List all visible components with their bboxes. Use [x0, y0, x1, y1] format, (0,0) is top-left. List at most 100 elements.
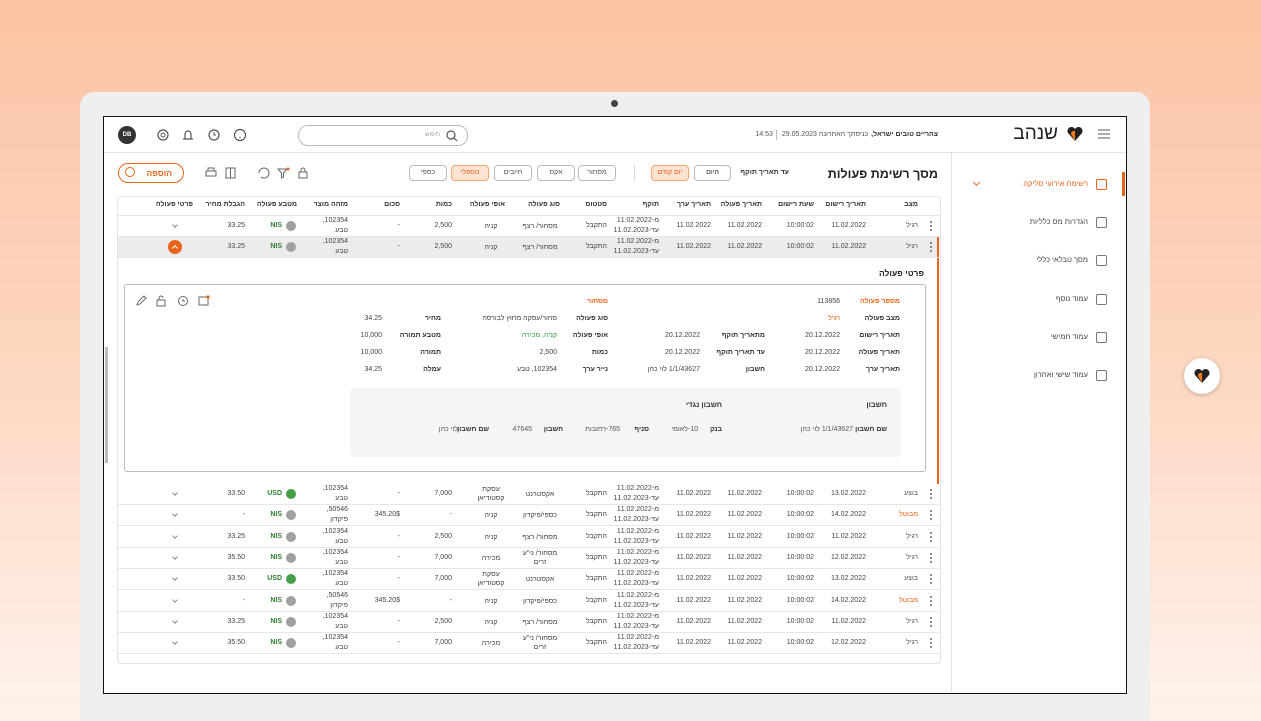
- product-id: 102354,: [322, 238, 348, 245]
- date-cell: 11.02.2022: [727, 243, 762, 250]
- date-cell: 11.02.2022: [831, 533, 866, 540]
- type-cell: מסחור/ רצף: [522, 533, 558, 541]
- account-label: סניף: [634, 426, 649, 433]
- sidebar-item[interactable]: רשימת אירועי סליקה: [1023, 179, 1088, 188]
- column-header: הגבלת מחיר: [205, 201, 245, 208]
- nature-cell: עסקת קסטודיאן: [477, 486, 505, 502]
- header-icons[interactable]: [155, 127, 250, 143]
- quantity-cell: 7,000: [434, 575, 452, 582]
- detail-value: 2,500: [539, 349, 557, 356]
- status-cell: רגיל: [906, 618, 918, 625]
- state-cell: התקבל: [585, 533, 607, 540]
- validity-from: מ-11.02.2022: [616, 528, 659, 535]
- filter-tab[interactable]: מסחור: [578, 165, 616, 181]
- collapse-button[interactable]: [168, 240, 182, 254]
- row-menu-dot[interactable]: [930, 553, 932, 555]
- filter-tab[interactable]: כספי: [409, 165, 447, 181]
- menu-icon[interactable]: [1097, 128, 1111, 140]
- row-menu-dot[interactable]: [930, 221, 932, 223]
- detail-value: 34.25: [364, 366, 382, 373]
- details-section: מסחור: [587, 298, 608, 305]
- add-button[interactable]: [118, 163, 184, 183]
- type-cell: כספי/פיקדון: [523, 597, 557, 605]
- validity-to: עד-11.02.2023: [613, 248, 659, 255]
- date-cell: 10:00:02: [786, 618, 814, 625]
- filter-tab[interactable]: חיובים: [494, 165, 532, 181]
- logo-icon: [1067, 126, 1083, 141]
- sidebar-item[interactable]: הגדרות מס כלליות: [1029, 217, 1088, 227]
- amount-cell: -: [397, 575, 400, 582]
- column-header: מזהה מוצר: [313, 201, 348, 208]
- product-id: 50546,: [326, 592, 348, 599]
- validity-to: עד-11.02.2023: [613, 495, 659, 502]
- quantity-cell: 7,000: [434, 490, 452, 497]
- time-separator: [775, 130, 777, 140]
- product-name: טבע: [335, 559, 348, 566]
- row-menu-dot: [930, 625, 932, 627]
- state-cell: התקבל: [585, 243, 607, 250]
- row-menu-dot: [930, 250, 932, 252]
- column-header: שעת רישום: [778, 201, 814, 208]
- column-header: סכום: [384, 201, 400, 208]
- search-box[interactable]: [298, 125, 468, 146]
- quantity-cell: 2,500: [434, 533, 452, 540]
- sidebar-item[interactable]: עמוד חמישי: [1050, 331, 1088, 341]
- row-menu-dot[interactable]: [930, 489, 932, 491]
- date-button[interactable]: היום: [694, 165, 731, 181]
- sidebar-item[interactable]: עמוד שישי ואחרון: [1033, 370, 1088, 379]
- validity-from: מ-11.02.2022: [616, 613, 659, 620]
- row-divider: [118, 547, 939, 548]
- sidebar-item[interactable]: מסך טבלאי כללי: [1036, 255, 1088, 265]
- row-menu-dot[interactable]: [930, 242, 932, 244]
- state-cell: התקבל: [585, 639, 607, 646]
- date-cell: 10:00:02: [786, 490, 814, 497]
- date-cell: 11.02.2022: [727, 618, 762, 625]
- date-cell: 13.02.2022: [830, 490, 866, 497]
- row-divider: [118, 568, 939, 569]
- column-header: מצב: [904, 201, 918, 208]
- toolbar-icons[interactable]: [204, 166, 312, 180]
- detail-label: נייר ערך: [582, 366, 608, 373]
- row-menu-dot[interactable]: [930, 638, 932, 640]
- row-menu-dot[interactable]: [930, 510, 932, 512]
- row-menu-dot[interactable]: [930, 574, 932, 576]
- account-value: 10-לאומי: [671, 426, 698, 433]
- currency-cell: USD: [267, 575, 282, 582]
- row-menu-dot: [930, 514, 932, 516]
- add-button-label: הוספה: [146, 168, 172, 178]
- details-actions[interactable]: [135, 294, 211, 308]
- account-label: שם חשבון: [855, 426, 887, 433]
- product-name: טבע: [335, 644, 348, 651]
- avatar[interactable]: [118, 126, 136, 144]
- row-menu-dot: [930, 642, 932, 644]
- date-cell: 11.02.2022: [676, 533, 711, 540]
- row-menu-dot[interactable]: [930, 596, 932, 598]
- detail-value: 34.25: [364, 315, 382, 322]
- date-cell: 11.02.2022: [676, 511, 711, 518]
- account-label: שם חשבון: [457, 426, 489, 433]
- nature-cell: עסקת קסטודיאן: [477, 571, 505, 587]
- row-menu-dot: [930, 600, 932, 602]
- account-value: 765-רחובות: [585, 426, 620, 433]
- status-cell: מבוטל: [898, 511, 918, 518]
- quantity-cell: 2,500: [434, 222, 452, 229]
- sidebar-item[interactable]: עמוד נוסף: [1055, 293, 1088, 303]
- type-cell: מסחור/ ני"ע זרים: [522, 635, 558, 651]
- filter-tab[interactable]: נוספלי: [451, 165, 489, 181]
- row-menu-dot[interactable]: [930, 617, 932, 619]
- date-button[interactable]: יום קודם: [651, 165, 689, 181]
- detail-value: סחור/עסקה מחוץ לבורסה: [482, 315, 557, 322]
- product-name: טבע: [335, 248, 348, 255]
- row-menu-dot[interactable]: [930, 532, 932, 534]
- login-time: 14:53: [755, 131, 773, 138]
- filter-tab[interactable]: אקס: [537, 165, 575, 181]
- quantity-cell: 2,500: [434, 618, 452, 625]
- currency-cell: USD: [267, 490, 282, 497]
- status-cell: רגיל: [906, 554, 918, 561]
- validity-from: מ-11.02.2022: [616, 485, 659, 492]
- product-id: 102354,: [322, 549, 348, 556]
- row-menu-dot: [930, 557, 932, 559]
- date-cell: 10:00:02: [786, 533, 814, 540]
- date-cell: 11.02.2022: [676, 243, 711, 250]
- status-cell: רגיל: [906, 639, 918, 646]
